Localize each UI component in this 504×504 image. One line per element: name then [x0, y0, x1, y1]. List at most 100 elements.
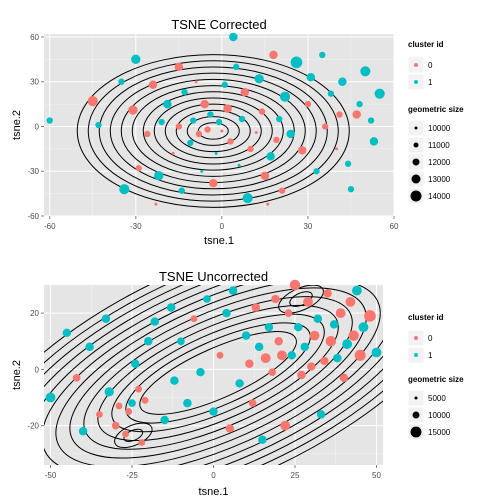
legend-key-point	[414, 80, 418, 84]
data-point	[319, 51, 326, 59]
y-axis-label: tsne.2	[11, 360, 23, 390]
y-tick-label: -30	[27, 167, 39, 176]
data-point	[220, 129, 224, 133]
data-point	[271, 294, 280, 304]
data-point	[290, 56, 303, 69]
data-point	[325, 336, 337, 347]
x-tick-label: 0	[211, 471, 216, 480]
data-point	[85, 342, 94, 352]
data-point	[131, 359, 140, 368]
data-point	[327, 90, 335, 97]
y-tick-label: 0	[35, 122, 40, 131]
data-point	[354, 349, 366, 361]
x-axis-label: tsne.1	[199, 486, 229, 498]
data-point	[258, 108, 266, 115]
legend-color-title: cluster id	[408, 40, 444, 49]
y-tick-label: 0	[35, 365, 40, 374]
data-point	[195, 130, 203, 138]
data-point	[111, 421, 120, 430]
data-point	[313, 314, 323, 323]
legend-size-title: geometric size	[408, 105, 464, 114]
data-point	[360, 66, 371, 77]
x-tick-label: -60	[44, 222, 56, 231]
density-contour-line	[139, 331, 297, 415]
data-point	[163, 99, 172, 109]
y-tick-label: 20	[30, 309, 39, 318]
legend-size-label: 11000	[428, 141, 450, 150]
chart-2: -50 -25 0 25 50 -20 0 20 TSNE Uncorrected tsne.1 t…	[11, 269, 464, 498]
data-point	[175, 123, 183, 130]
data-point	[287, 351, 296, 360]
data-point	[241, 331, 251, 340]
data-point	[260, 353, 271, 364]
x-tick-label: 30	[303, 222, 312, 231]
data-point	[62, 328, 72, 338]
x-tick-label: -50	[45, 471, 57, 480]
data-point	[248, 399, 257, 407]
x-tick-label: -30	[130, 222, 142, 231]
density-contour-line	[44, 285, 383, 465]
data-point	[200, 99, 209, 109]
data-point	[200, 169, 204, 173]
data-point	[264, 322, 274, 332]
density-contour-line	[97, 304, 339, 442]
y-tick-label: 60	[30, 33, 39, 42]
x-tick-label: -25	[126, 471, 138, 480]
data-point	[240, 87, 250, 97]
data-point	[316, 410, 326, 419]
data-point	[320, 356, 329, 366]
data-point	[221, 81, 228, 88]
data-point	[177, 337, 185, 346]
legend-size-label: 10000	[428, 124, 451, 133]
data-point	[260, 171, 270, 180]
density-contour-line	[131, 85, 295, 177]
density-contour-line	[164, 103, 262, 159]
data-point	[279, 91, 291, 102]
data-point	[95, 121, 102, 129]
density-contour-line	[44, 285, 383, 465]
data-point	[183, 398, 192, 408]
density-contour-line	[87, 60, 339, 202]
data-point	[238, 115, 246, 123]
data-point	[329, 320, 339, 329]
data-point	[323, 289, 332, 298]
chart-title: TSNE Corrected	[171, 17, 266, 32]
data-point	[178, 187, 185, 194]
y-axis-label: tsne.2	[11, 110, 23, 140]
data-point	[356, 100, 363, 108]
data-point	[215, 118, 223, 126]
data-point	[125, 408, 133, 415]
density-contour-line	[55, 285, 381, 465]
legend-key-point	[411, 174, 421, 184]
density-contour-line	[109, 72, 317, 190]
data-point	[358, 322, 369, 333]
data-point	[204, 126, 211, 133]
data-point	[242, 193, 253, 204]
data-point	[144, 337, 153, 346]
data-point	[122, 430, 129, 438]
data-point	[266, 152, 275, 161]
data-point	[280, 420, 291, 431]
data-point	[207, 111, 214, 118]
y-tick-label: 30	[30, 78, 39, 87]
data-point	[87, 96, 98, 107]
points	[45, 279, 382, 446]
legend-size-title: geometric size	[408, 375, 464, 384]
data-point	[128, 399, 136, 407]
data-point	[269, 50, 278, 60]
data-point	[345, 296, 356, 307]
data-point	[229, 32, 238, 42]
data-point	[72, 373, 81, 382]
legend: cluster id 0 1 geometric size 5000 10000 15000	[407, 313, 464, 441]
data-point	[194, 80, 198, 84]
x-tick-label: 60	[390, 222, 399, 231]
data-point	[352, 110, 361, 119]
data-point	[333, 353, 342, 363]
data-point	[181, 89, 188, 96]
data-point	[154, 171, 164, 181]
data-point	[138, 439, 146, 446]
data-point	[306, 73, 316, 82]
data-point	[190, 315, 198, 323]
data-point	[369, 137, 379, 146]
data-point	[277, 350, 287, 361]
